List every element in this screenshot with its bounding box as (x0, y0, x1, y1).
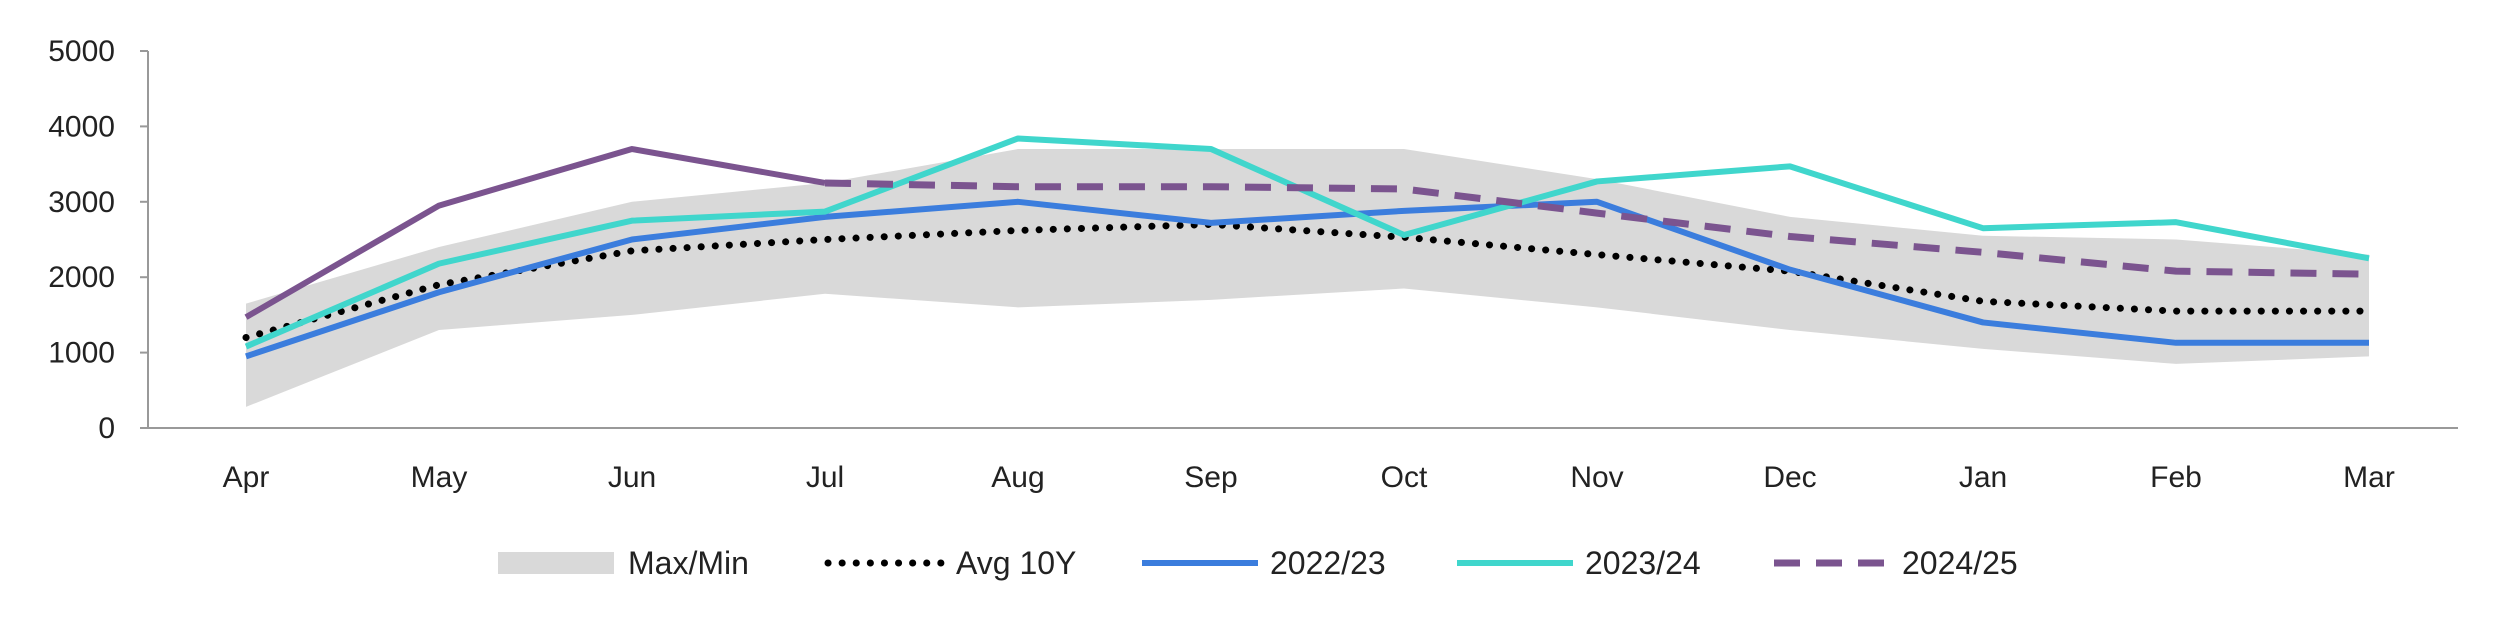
axes (140, 50, 2458, 429)
legend-item-2024-25: 2024/25 (1774, 545, 2018, 581)
legend-label: Avg 10Y (956, 545, 1076, 581)
y-tick-label: 5000 (48, 35, 115, 68)
x-tick-label: Aug (991, 461, 1044, 494)
legend-item-2022-23: 2022/23 (1142, 545, 1386, 581)
y-tick-label: 4000 (48, 110, 115, 143)
legend-label: Max/Min (628, 545, 749, 581)
legend-label: 2023/24 (1585, 545, 1701, 581)
series-line-2024-25 (824, 179, 2370, 278)
series-line-2023-24 (244, 135, 2370, 350)
legend-label: 2022/23 (1270, 545, 1386, 581)
x-tick-label: Jan (1959, 461, 2007, 494)
x-tick-label: Oct (1381, 461, 1428, 494)
x-tick-label: Nov (1570, 461, 1623, 494)
series-line-avg-10y (242, 220, 2373, 342)
tick-labels: 0 1000 2000 3000 4000 5000 Apr May Jun Jul Aug Sep O… (48, 35, 2395, 494)
x-tick-label: Jul (806, 461, 844, 494)
y-tick-label: 0 (98, 412, 115, 445)
x-tick-label: Dec (1763, 461, 1816, 494)
legend-item-max-min: Max/Min (498, 545, 749, 581)
y-tick-label: 2000 (48, 261, 115, 294)
legend-swatch-band (498, 552, 614, 574)
legend-label: 2024/25 (1902, 545, 2018, 581)
y-tick-label: 1000 (48, 337, 115, 370)
legend-item-avg-10y: Avg 10Y (824, 545, 1076, 581)
x-tick-label: Feb (2150, 461, 2202, 494)
series-line-2022-23 (245, 198, 2369, 360)
x-tick-label: Apr (223, 461, 270, 494)
series-line-2024-25-line (244, 146, 826, 320)
x-tick-label: Jun (608, 461, 656, 494)
legend-item-2023-24: 2023/24 (1457, 545, 1701, 581)
legend: Max/Min Avg 10Y 2022/23 2023/24 2024/25 (498, 545, 2018, 581)
x-tick-label: Mar (2343, 461, 2395, 494)
series-layer (242, 135, 2373, 360)
x-tick-label: Sep (1184, 461, 1237, 494)
y-tick-label: 3000 (48, 186, 115, 219)
x-tick-label: May (411, 461, 468, 494)
